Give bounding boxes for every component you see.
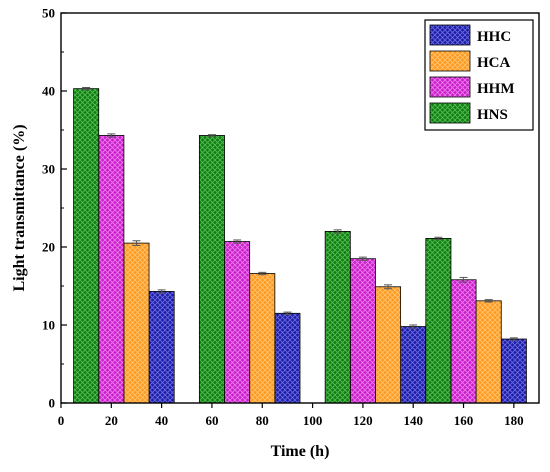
legend-label-hca: HCA (477, 55, 511, 71)
legend-label-hhc: HHC (477, 29, 511, 45)
bar-hhm-160 (450, 279, 477, 404)
y-tick-label: 40 (42, 84, 55, 99)
x-tick-label: 120 (353, 413, 373, 428)
x-tick-label: 80 (256, 413, 269, 428)
y-axis-title: Light transmittance (%) (11, 124, 28, 291)
legend-label-hhm: HHM (477, 81, 515, 97)
x-tick-label: 140 (403, 413, 423, 428)
y-tick-label: 0 (49, 396, 56, 411)
bars-layer (73, 86, 527, 404)
x-tick-label: 180 (504, 413, 524, 428)
x-tick-label: 160 (454, 413, 474, 428)
bar-hhc-90 (274, 312, 301, 404)
y-tick-label: 20 (42, 240, 55, 255)
bar-hns-150 (425, 238, 452, 404)
bar-hhm-120 (349, 258, 376, 404)
bar-hhc-40 (148, 291, 175, 404)
bar-hns-60 (198, 135, 225, 404)
x-tick-label: 60 (205, 413, 218, 428)
legend-label-hns: HNS (477, 107, 508, 123)
bar-hns-110 (324, 230, 351, 404)
bar-hhm-70 (224, 241, 251, 404)
y-tick-label: 10 (42, 318, 55, 333)
x-tick-label: 40 (155, 413, 168, 428)
bar-hhm-20 (98, 135, 125, 404)
legend-swatch-hca (429, 50, 471, 72)
x-tick-label: 0 (58, 413, 65, 428)
bar-hhc-180 (500, 338, 527, 404)
legend-swatch-hhc (429, 24, 471, 46)
axes-layer: 0 10 20 30 40 50 0 20 40 60 80 100 120 140 160 180 (42, 6, 540, 428)
x-axis-title: Time (h) (271, 443, 330, 460)
legend-swatch-hns (429, 102, 471, 124)
y-tick-label: 30 (42, 162, 55, 177)
x-tick-label: 100 (303, 413, 323, 428)
bar-hca-80 (249, 273, 276, 404)
legend: HHC HCA HHM HNS (424, 19, 534, 131)
bar-hhc-140 (400, 326, 427, 404)
bar-hns-10 (73, 88, 100, 404)
bar-hca-130 (375, 286, 402, 404)
bar-hca-30 (123, 242, 150, 404)
y-tick-label: 50 (42, 6, 55, 21)
bar-hca-170 (475, 300, 502, 404)
legend-swatch-hhm (429, 76, 471, 98)
x-tick-label: 20 (105, 413, 118, 428)
